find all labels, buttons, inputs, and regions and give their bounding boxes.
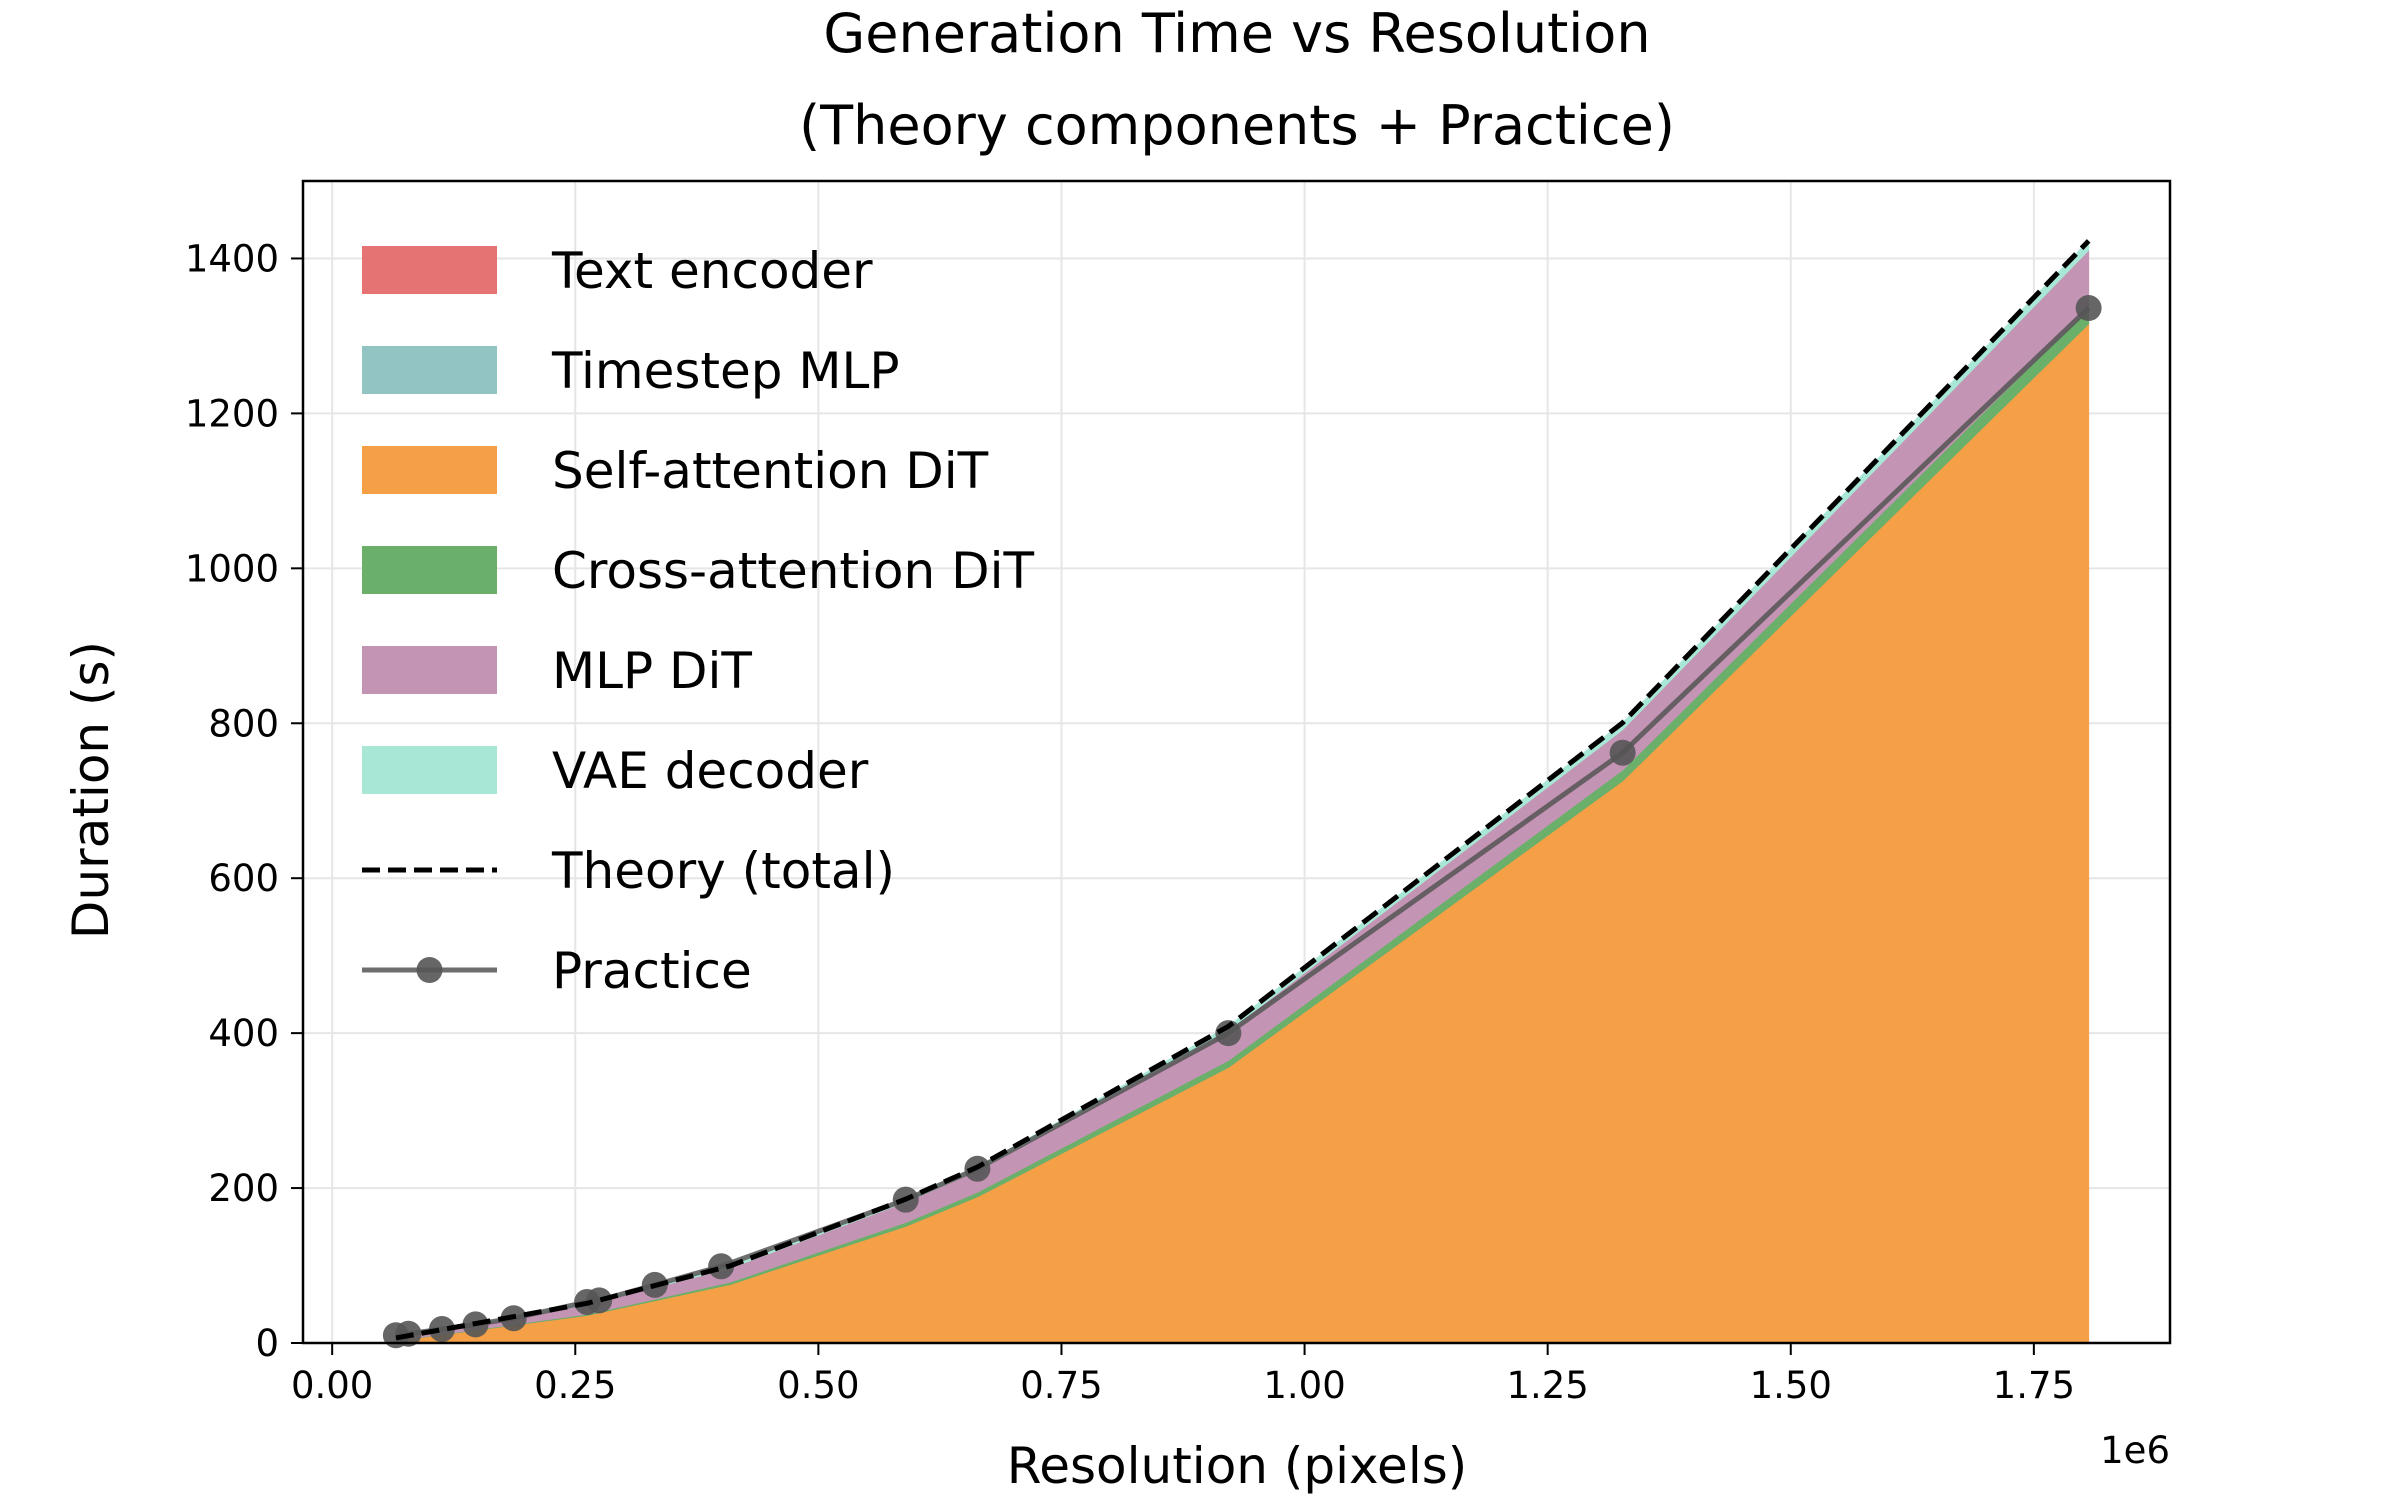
x-tick-label-3: 0.75 bbox=[1020, 1364, 1102, 1407]
legend-label-practice: Practice bbox=[552, 942, 752, 1000]
y-tick-label-0: 0 bbox=[255, 1322, 279, 1365]
x-tick-label-1: 0.25 bbox=[534, 1364, 616, 1407]
legend-swatch-5 bbox=[362, 746, 497, 794]
x-axis-label: Resolution (pixels) bbox=[1007, 1437, 1468, 1495]
y-tick-label-2: 400 bbox=[208, 1012, 279, 1055]
y-tick-label-5: 1000 bbox=[185, 547, 279, 590]
y-tick-label-1: 200 bbox=[208, 1167, 279, 1210]
x-tick-label-0: 0.00 bbox=[291, 1364, 373, 1407]
y-tick-label-7: 1400 bbox=[185, 237, 279, 280]
y-tick-label-6: 1200 bbox=[185, 392, 279, 435]
legend-label-2: Self-attention DiT bbox=[552, 442, 989, 500]
legend-swatch-0 bbox=[362, 246, 497, 294]
legend-swatch-1 bbox=[362, 346, 497, 394]
legend-label-theory: Theory (total) bbox=[551, 842, 895, 900]
chart-title-line2: (Theory components + Practice) bbox=[799, 94, 1675, 157]
practice-point-13 bbox=[2076, 295, 2102, 321]
legend-label-0: Text encoder bbox=[551, 242, 873, 300]
y-tick-label-4: 800 bbox=[208, 702, 279, 745]
legend-swatch-4 bbox=[362, 646, 497, 694]
legend-swatch-3 bbox=[362, 546, 497, 594]
chart-title-line1: Generation Time vs Resolution bbox=[823, 2, 1650, 65]
legend: Text encoder Timestep MLP Self-attention D… bbox=[362, 242, 1034, 1000]
legend-label-4: MLP DiT bbox=[552, 642, 752, 700]
x-tick-label-5: 1.25 bbox=[1506, 1364, 1588, 1407]
legend-practice-marker bbox=[417, 957, 443, 983]
x-multiplier-label: 1e6 bbox=[2100, 1429, 2170, 1472]
legend-label-5: VAE decoder bbox=[552, 742, 869, 800]
x-tick-label-7: 1.75 bbox=[1993, 1364, 2075, 1407]
legend-label-1: Timestep MLP bbox=[551, 342, 900, 400]
x-tick-label-4: 1.00 bbox=[1263, 1364, 1345, 1407]
legend-label-3: Cross-attention DiT bbox=[552, 542, 1034, 600]
x-tick-label-6: 1.50 bbox=[1750, 1364, 1832, 1407]
y-axis-label: Duration (s) bbox=[62, 641, 120, 939]
x-tick-label-2: 0.50 bbox=[777, 1364, 859, 1407]
practice-point-12 bbox=[1610, 740, 1636, 766]
y-tick-label-3: 600 bbox=[208, 857, 279, 900]
legend-swatch-2 bbox=[362, 446, 497, 494]
